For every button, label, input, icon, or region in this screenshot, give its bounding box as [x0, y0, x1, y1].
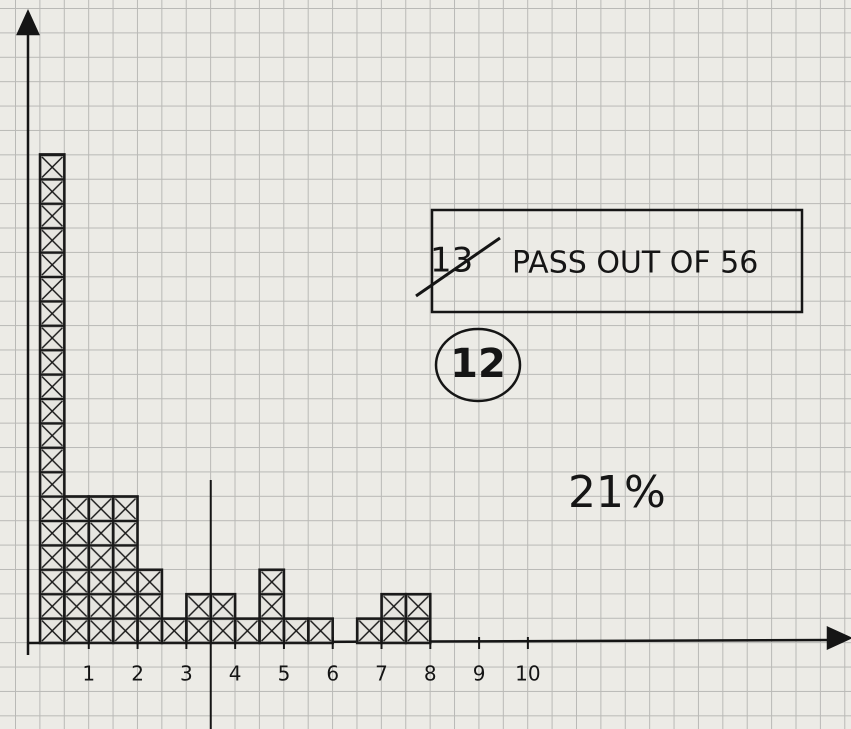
bar — [258, 568, 286, 645]
x-tick-label: 10 — [515, 662, 540, 686]
bar — [233, 617, 261, 645]
x-arrow — [826, 626, 851, 650]
circle — [434, 327, 522, 403]
x-tick-label: 1 — [82, 662, 95, 686]
strike — [415, 236, 501, 298]
bar — [185, 592, 213, 645]
percent: 21% — [568, 467, 666, 518]
bar — [380, 592, 408, 645]
x-tick-label: 8 — [424, 662, 437, 686]
bar — [38, 153, 66, 645]
bar — [111, 495, 139, 645]
bar — [355, 617, 383, 645]
x-tick-label: 6 — [326, 662, 339, 686]
x-tick-label: 4 — [229, 662, 242, 686]
x-tick-label: 7 — [375, 662, 388, 686]
note: PASS OUT OF 56 — [512, 246, 758, 281]
bar — [63, 495, 91, 645]
bar — [307, 617, 334, 645]
x-tick-label: 5 — [278, 662, 291, 686]
x-tick-label: 3 — [180, 662, 193, 686]
bar — [87, 495, 115, 645]
bar — [136, 568, 164, 645]
bar — [404, 592, 432, 645]
bar — [160, 617, 188, 645]
x-tick-label: 9 — [473, 662, 486, 686]
y-arrow — [16, 8, 40, 36]
bar — [282, 617, 310, 645]
circled-number: 12 — [450, 341, 506, 387]
x-tick-label: 2 — [131, 662, 144, 686]
axes — [16, 8, 851, 655]
note-box — [430, 208, 804, 314]
bar — [209, 592, 237, 645]
